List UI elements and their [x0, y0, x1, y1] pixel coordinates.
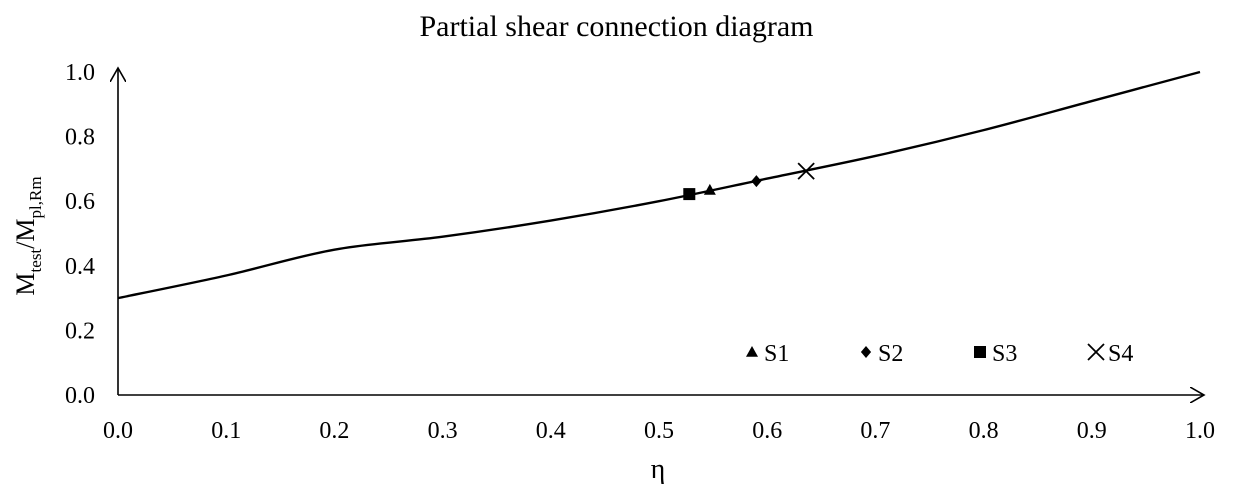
tick-labels: 0.0 0.1 0.2 0.3 0.4 0.5 0.6 0.7 0.8 0.9 1.0 0.0 0.2 0… [65, 60, 1215, 444]
x-tick-label: 0.9 [1077, 418, 1107, 444]
point-s2 [751, 175, 762, 188]
cross-stroke [1087, 343, 1105, 361]
legend-marker-s2 [860, 346, 872, 358]
y-axis-label-sep: /M [11, 218, 40, 248]
data-points [683, 162, 815, 201]
legend-label-s2: S2 [878, 341, 903, 367]
x-tick-label: 0.0 [103, 418, 133, 444]
x-tick-label: 0.4 [536, 418, 566, 444]
point-s4 [797, 162, 815, 180]
y-axis-label-sub2: pl,Rm [26, 176, 45, 218]
y-tick-label: 0.0 [65, 383, 95, 409]
interaction-curve [117, 70, 1201, 300]
x-axis-label: η [651, 454, 666, 485]
x-tick-label: 0.6 [752, 418, 782, 444]
y-tick-label: 0.8 [65, 125, 95, 151]
chart-title: Partial shear connection diagram [419, 10, 814, 43]
y-tick-label: 1.0 [65, 60, 95, 86]
x-tick-label: 0.1 [211, 418, 241, 444]
x-tick-label: 1.0 [1185, 418, 1215, 444]
point-s3 [683, 188, 696, 201]
y-tick-label: 0.4 [65, 254, 95, 280]
legend-marker-s1 [746, 346, 758, 357]
axes [118, 68, 1204, 395]
x-tick-label: 0.5 [644, 418, 674, 444]
x-tick-label: 0.7 [860, 418, 890, 444]
legend: S1 S2 S3 S4 [746, 341, 1133, 367]
legend-marker-s4 [1087, 343, 1105, 361]
y-tick-label: 0.6 [65, 189, 95, 215]
y-axis-label-sub1: test [26, 249, 45, 273]
legend-label-s4: S4 [1108, 341, 1133, 367]
point-s1 [703, 183, 716, 195]
x-tick-label: 0.2 [319, 418, 349, 444]
legend-label-s1: S1 [764, 341, 789, 367]
x-tick-label: 0.8 [969, 418, 999, 444]
y-tick-label: 0.2 [65, 318, 95, 344]
cross-stroke [797, 162, 815, 180]
y-axis-label: Mtest/Mpl,Rm [11, 176, 45, 295]
legend-marker-s3 [974, 346, 986, 358]
y-axis-label-main: M [11, 272, 40, 295]
legend-label-s3: S3 [992, 341, 1017, 367]
x-tick-label: 0.3 [428, 418, 458, 444]
